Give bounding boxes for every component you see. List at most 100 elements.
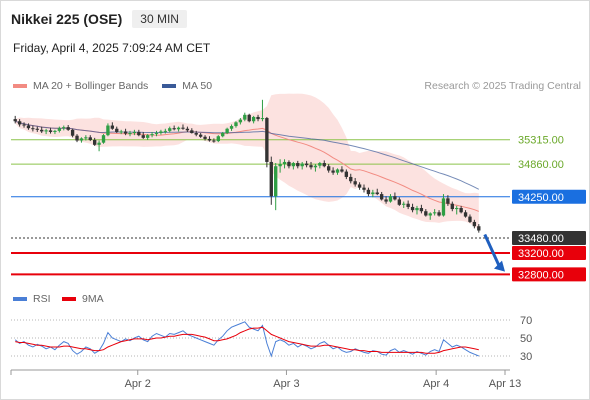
bollinger-band [15,93,479,230]
legend-swatch-rsi [13,297,27,301]
candle-body [388,196,393,202]
chart-legend: MA 20 + Bollinger Bands MA 50 [13,80,226,92]
candle-body [291,163,296,167]
legend-swatch-ma50 [162,84,177,88]
candle-body [13,119,17,122]
candle-body [75,135,79,141]
candle-body [159,131,163,134]
candle-body [221,133,225,137]
candle-body [79,138,84,141]
candle-body [88,137,92,140]
candle-body [300,163,304,167]
candle-body [128,133,132,135]
candle-body [22,124,26,126]
candle-body [375,192,379,195]
candle-body [340,169,344,172]
candle-body [384,199,388,202]
candle-body [194,133,198,135]
candle-body [106,125,110,136]
candle-body [269,161,273,197]
candle-body [93,139,97,145]
candle-body [477,226,481,231]
candle-body [274,166,278,197]
candle-body [393,196,397,200]
candle-body [48,130,53,132]
level-label-4: 33200.00 [518,248,564,260]
candle-body [410,206,415,211]
rsi-tick-70: 70 [520,315,532,327]
candle-body [26,125,31,129]
candle-body [397,199,401,205]
candle-body [468,216,472,222]
candle-body [335,169,340,173]
candle-body [207,138,212,141]
level-label-5: 32800.00 [518,269,564,281]
legend-label-ma20: MA 20 + Bollinger Bands [33,80,149,92]
candle-body [371,192,375,195]
candle-body [406,203,410,207]
candle-body [172,128,176,130]
candle-body [110,125,115,129]
candle-body [419,208,424,212]
candle-body [344,171,349,177]
candle-body [362,187,366,190]
legend-label-rsi: RSI [33,293,51,305]
candle-body [450,203,454,210]
candle-body [437,212,441,216]
candle-body [203,136,207,139]
candle-body [379,194,384,200]
candle-body [265,118,269,162]
candle-body [225,128,229,134]
level-tag-5 [512,267,586,282]
level-tag-2 [512,189,586,204]
candle-body [441,198,446,216]
rsi-tick-50: 50 [520,333,532,345]
candle-body [296,163,300,167]
legend-label-ma50: MA 50 [182,80,213,92]
candle-body [243,114,247,120]
candle-body [62,127,66,129]
candle-body [132,131,137,134]
candle-body [318,163,322,166]
level-label-0: 35315.00 [518,135,564,147]
legend-swatch-9ma [62,297,76,301]
credit-text: Research © 2025 Trading Central [424,80,581,92]
candle-body [278,164,282,167]
candle-body [463,212,468,217]
x-tick-label-3: Apr 13 [489,378,521,390]
candle-body [185,128,190,131]
candle-body [168,128,172,131]
candle-body [70,129,75,136]
candle-body [181,127,185,129]
candle-body [31,128,35,130]
x-tick-label-2: Apr 4 [423,378,449,390]
datetime-label: Friday, April 4, 2025 7:09:24 AM CET [13,41,211,55]
candle-body [44,130,48,132]
candle-body [304,163,309,166]
level-label-2: 34250.00 [518,192,564,204]
candle-body [190,130,194,134]
legend-item-ma20: MA 20 + Bollinger Bands [13,80,148,92]
candle-body [282,161,287,165]
candle-body [357,184,362,188]
candle-body [216,136,220,142]
rsi-line [14,321,479,358]
candle-body [238,119,243,123]
projection-arrow-head [494,260,505,272]
candle-body [353,181,357,185]
candle-body [198,134,203,137]
candle-body [309,165,313,168]
candle-body [251,116,256,122]
candle-body [40,129,44,132]
candle-body [287,161,291,167]
candle-body [154,133,159,135]
candle-body [432,212,437,214]
timeframe-badge[interactable]: 30 MIN [132,10,187,28]
rsi-tick-30: 30 [520,351,532,363]
candle-body [163,130,167,132]
legend-swatch-ma20 [13,84,27,88]
legend-item-ma50: MA 50 [162,80,212,92]
candle-body [97,142,101,145]
candle-body [366,189,371,195]
